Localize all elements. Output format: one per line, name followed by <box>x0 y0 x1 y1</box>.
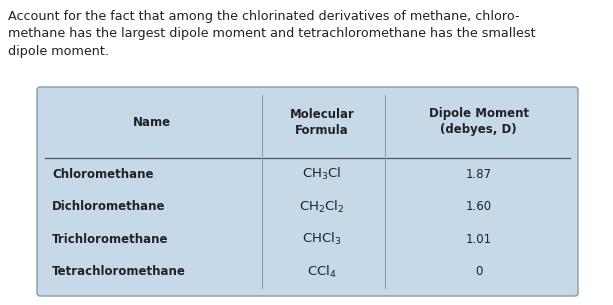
Text: 1.87: 1.87 <box>466 168 492 181</box>
Text: Dipole Moment
(debyes, D): Dipole Moment (debyes, D) <box>428 107 529 137</box>
FancyBboxPatch shape <box>37 87 578 296</box>
Text: 1.01: 1.01 <box>466 233 492 246</box>
Text: Trichloromethane: Trichloromethane <box>52 233 169 246</box>
Text: Molecular
Formula: Molecular Formula <box>289 107 354 137</box>
Text: Tetrachloromethane: Tetrachloromethane <box>52 265 186 278</box>
Text: Dichloromethane: Dichloromethane <box>52 200 166 213</box>
Text: Name: Name <box>133 116 172 128</box>
Text: $\mathregular{CHCl_3}$: $\mathregular{CHCl_3}$ <box>302 231 341 247</box>
Text: $\mathregular{CCl_4}$: $\mathregular{CCl_4}$ <box>307 264 337 280</box>
Text: Chloromethane: Chloromethane <box>52 168 153 181</box>
Text: $\mathregular{CH_2Cl_2}$: $\mathregular{CH_2Cl_2}$ <box>299 199 345 215</box>
Text: Account for the fact that among the chlorinated derivatives of methane, chloro-
: Account for the fact that among the chlo… <box>8 10 536 58</box>
Text: $\mathregular{CH_3Cl}$: $\mathregular{CH_3Cl}$ <box>302 166 341 182</box>
Text: 0: 0 <box>475 265 482 278</box>
Text: 1.60: 1.60 <box>466 200 492 213</box>
